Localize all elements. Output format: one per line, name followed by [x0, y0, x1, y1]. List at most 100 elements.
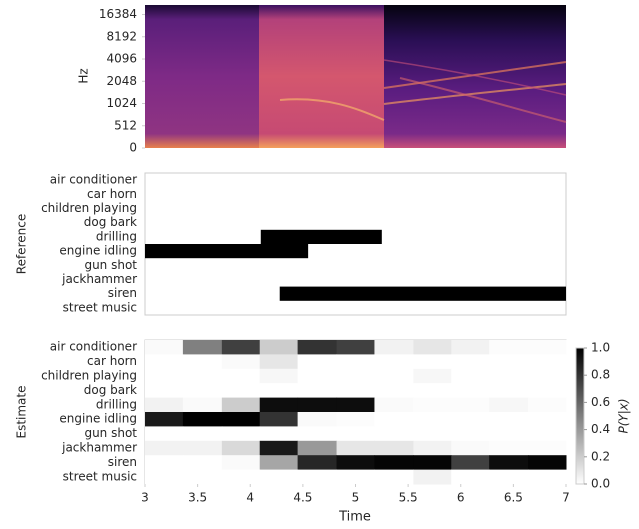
category-label: children playing [41, 369, 137, 383]
heatmap-cell [145, 383, 184, 399]
category-label: engine idling [59, 244, 137, 258]
heatmap-cell [297, 397, 338, 413]
category-label: jackhammer [61, 272, 137, 286]
x-tick-label: 3 [141, 491, 149, 505]
heatmap-cell [374, 426, 414, 442]
heatmap-cell [145, 354, 184, 370]
heatmap-cell [297, 440, 338, 456]
heatmap-cell [336, 455, 375, 471]
category-label: car horn [87, 354, 137, 368]
colorbar-tick-label: 0.4 [591, 422, 610, 436]
heatmap-cell [145, 397, 184, 413]
heatmap-cell [413, 368, 452, 384]
heatmap-cell [413, 340, 452, 355]
category-label: engine idling [59, 412, 137, 426]
heatmap-cell [451, 455, 490, 471]
heatmap-cell [182, 469, 223, 485]
heatmap-cell [336, 397, 375, 413]
heatmap-cell [297, 426, 338, 442]
y-tick-label: 0 [129, 141, 137, 155]
heatmap-cell [336, 354, 375, 370]
category-label: drilling [96, 397, 137, 411]
x-tick-label: 7 [562, 491, 570, 505]
heatmap-cell [259, 412, 299, 427]
heatmap-cell [182, 383, 223, 399]
heatmap-cell [413, 440, 452, 456]
y-axis-label: Reference [15, 214, 29, 274]
heatmap-cell [489, 368, 529, 384]
heatmap-cell [374, 368, 414, 384]
heatmap-cell [528, 340, 567, 355]
category-label: street music [63, 469, 137, 483]
y-tick-label: 4096 [106, 52, 137, 66]
heatmap-cell [451, 426, 490, 442]
heatmap-cell [528, 426, 567, 442]
heatmap-cell [297, 469, 338, 485]
colorbar-tick-label: 0.2 [591, 449, 610, 463]
x-tick-label: 5 [352, 491, 360, 505]
spectrogram-image [145, 5, 567, 148]
heatmap-cell [489, 426, 529, 442]
heatmap-cell [145, 426, 184, 442]
heatmap-cell [336, 340, 375, 355]
heatmap-cell [489, 440, 529, 456]
heatmap-cell [528, 383, 567, 399]
heatmap-cell [182, 368, 223, 384]
x-tick-label: 6.5 [504, 491, 523, 505]
heatmap-cell [374, 397, 414, 413]
heatmap-cell [413, 397, 452, 413]
heatmap-cell [336, 440, 375, 456]
heatmap-cell [259, 426, 299, 442]
heatmap-cell [528, 368, 567, 384]
x-axis-label: Time [338, 510, 371, 525]
heatmap-cell [145, 412, 184, 427]
heatmap-cell [374, 340, 414, 355]
y-tick-label: 2048 [106, 74, 137, 88]
heatmap-cell [297, 412, 338, 427]
heatmap-cell [451, 440, 490, 456]
heatmap-cell [336, 368, 375, 384]
heatmap-cell [374, 440, 414, 456]
heatmap-cell [413, 383, 452, 399]
heatmap-cell [221, 383, 261, 399]
heatmap-cell [259, 440, 299, 456]
y-tick-label: 512 [114, 118, 137, 132]
heatmap-cell [297, 455, 338, 471]
heatmap-cell [182, 354, 223, 370]
heatmap-cell [182, 397, 223, 413]
heatmap-cell [221, 440, 261, 456]
heatmap-cell [374, 412, 414, 427]
heatmap-cell [259, 397, 299, 413]
heatmap-cell [413, 426, 452, 442]
heatmap-cell [489, 469, 529, 485]
heatmap-cell [297, 354, 338, 370]
heatmap-cell [259, 340, 299, 355]
heatmap-cell [221, 455, 261, 471]
heatmap-cell [413, 412, 452, 427]
heatmap-cell [182, 440, 223, 456]
heatmap-cell [221, 368, 261, 384]
heatmap-cell [297, 340, 338, 355]
heatmap-cell [528, 412, 567, 427]
heatmap-cell [297, 383, 338, 399]
colorbar-tick-label: 0.6 [591, 395, 610, 409]
category-label: air conditioner [50, 173, 137, 187]
heatmap-cell [489, 412, 529, 427]
heatmap-cell [489, 383, 529, 399]
category-label: children playing [41, 201, 137, 215]
heatmap-cell [528, 440, 567, 456]
heatmap-cell [451, 397, 490, 413]
category-label: jackhammer [61, 441, 137, 455]
heatmap-cell [145, 455, 184, 471]
category-label: drilling [96, 229, 137, 243]
heatmap-cell [259, 368, 299, 384]
colorbar [575, 347, 585, 485]
category-label: car horn [87, 187, 137, 201]
heatmap-cell [451, 469, 490, 485]
category-label: siren [108, 286, 137, 300]
category-label: street music [63, 300, 137, 314]
heatmap-cell [528, 397, 567, 413]
heatmap-cell [489, 397, 529, 413]
category-label: siren [108, 455, 137, 469]
